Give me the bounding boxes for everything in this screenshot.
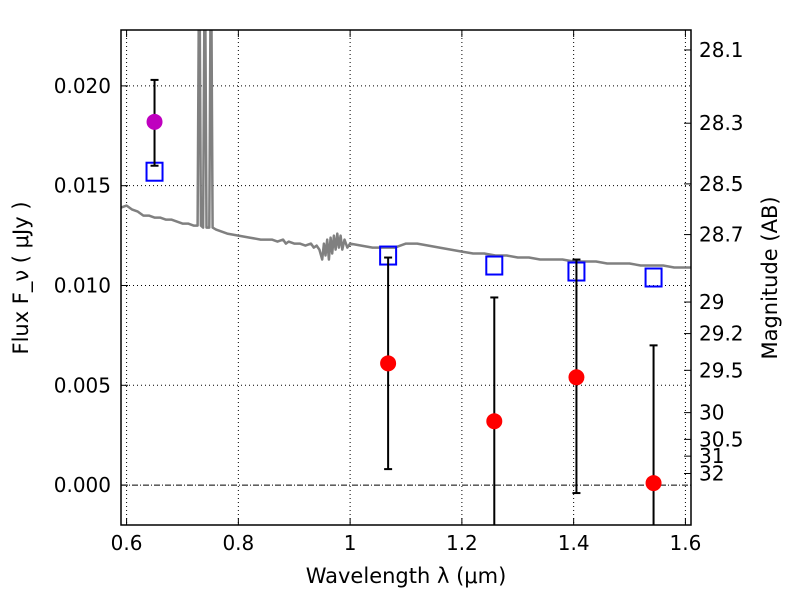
x-tick-label: 1.4 [558,531,590,555]
x-tick-label: 1 [344,531,357,555]
grid [121,30,691,525]
data-layer [121,30,691,525]
x-axis-label: Wavelength λ (μm) [306,564,507,588]
right-tick-label: 28.3 [699,111,744,135]
plot-frame [120,29,692,526]
y-tick-label: 0.000 [54,473,111,497]
ticks: 0.6 0.8 1 1.2 1.4 1.6 0.000 0.005 0.010 0.015 0.02… [54,30,744,555]
right-tick-label: 29.5 [699,358,744,382]
right-tick-label: 30.5 [699,427,744,451]
right-tick-label: 28.5 [699,172,744,196]
x-tick-label: 1.2 [446,531,478,555]
right-tick-label: 30 [699,401,724,425]
right-tick-label: 31 [699,444,724,468]
x-tick-label: 0.6 [111,531,143,555]
circle-marker [486,413,503,430]
right-tick-label: 32 [699,462,724,486]
right-tick-label: 28.7 [699,223,744,247]
circle-marker [146,113,163,130]
circle-marker [380,355,397,372]
x-tick-label: 0.8 [222,531,254,555]
spectrum-line [121,30,691,269]
y-axis-label: Flux F_ν ( μJy ) [9,201,34,354]
right-tick-label: 29.2 [699,322,744,346]
x-tick-label: 1.6 [670,531,702,555]
y-tick-label: 0.020 [54,74,111,98]
y-tick-label: 0.010 [54,273,111,297]
right-axis-label: Magnitude (AB) [758,196,782,359]
right-tick-label: 28.1 [699,38,744,62]
square-marker [644,267,663,288]
circle-marker [568,369,585,386]
right-tick-label: 29 [699,290,724,314]
y-tick-label: 0.015 [54,174,111,198]
square-marker [485,255,504,276]
circle-marker [645,475,662,492]
y-tick-label: 0.005 [54,373,111,397]
